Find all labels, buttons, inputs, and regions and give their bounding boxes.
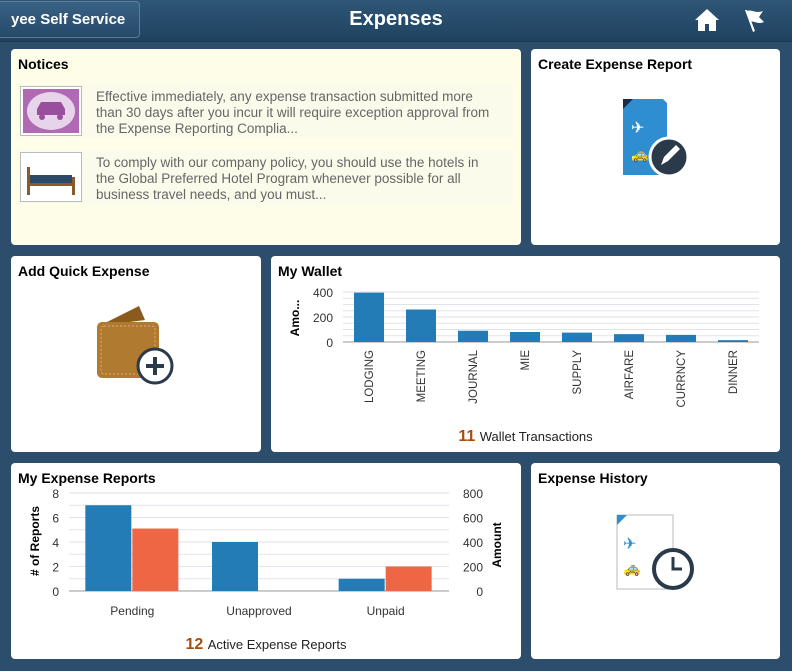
bar-reports <box>338 578 385 591</box>
x-tick-label: Pending <box>110 604 154 618</box>
bar-amount <box>132 528 179 591</box>
wallet-count-label: Wallet Transactions <box>479 429 593 444</box>
home-icon[interactable] <box>694 8 720 32</box>
x-tick-label: DINNER <box>728 350 740 394</box>
tile-title: My Expense Reports <box>18 470 156 486</box>
y-tick-label: 2 <box>52 561 59 575</box>
x-tick-label: Unapproved <box>226 604 291 618</box>
y2-axis-label: Amount <box>490 522 504 567</box>
y2-tick-label: 400 <box>463 536 483 550</box>
y-tick-label: 0 <box>52 585 59 599</box>
car-icon <box>20 86 82 136</box>
flag-icon[interactable] <box>742 8 768 32</box>
tile-title: Create Expense Report <box>538 56 693 72</box>
page-title: Expenses <box>349 8 443 30</box>
y-tick-label: 200 <box>313 311 333 325</box>
wallet-count: 11 <box>458 428 476 445</box>
header-bar: yee Self Service Expenses <box>0 0 792 42</box>
my-wallet-tile[interactable]: My Wallet 400 200 0 Amo... LODGING MEETING JOU… <box>271 256 780 452</box>
wallet-add-icon <box>97 306 174 385</box>
bar <box>458 330 488 342</box>
tile-title: Add Quick Expense <box>18 263 150 279</box>
x-tick-label: LODGING <box>364 350 376 403</box>
x-tick-label: MIE <box>520 350 532 371</box>
svg-text:✈: ✈ <box>623 536 636 553</box>
bar <box>718 340 748 342</box>
bar-reports <box>85 505 132 591</box>
y-tick-label: 4 <box>52 536 59 550</box>
y-tick-label: 0 <box>326 336 333 350</box>
wallet-summary[interactable]: 11 Wallet Transactions <box>271 428 780 446</box>
x-tick-label: Unpaid <box>367 604 405 618</box>
notice-item[interactable]: To comply with our company policy, you s… <box>19 150 513 204</box>
notices-tile: Notices Effective immediately, any expen… <box>11 49 521 245</box>
svg-text:🚕: 🚕 <box>623 560 640 577</box>
notice-item[interactable]: Effective immediately, any expense trans… <box>19 84 513 138</box>
x-tick-label: JOURNAL <box>468 349 480 403</box>
y2-tick-label: 600 <box>463 512 483 526</box>
bar <box>614 334 644 342</box>
svg-text:🚕: 🚕 <box>631 146 648 163</box>
svg-text:✈: ✈ <box>631 120 644 137</box>
x-tick-label: AIRFARE <box>624 350 636 400</box>
x-tick-label: CURRNCY <box>676 350 688 408</box>
tile-title: Notices <box>18 56 69 72</box>
y2-tick-label: 0 <box>476 585 483 599</box>
notice-text: Effective immediately, any expense trans… <box>96 89 490 136</box>
create-expense-report-tile[interactable]: Create Expense Report ✈ 🚕 <box>531 49 780 245</box>
bar <box>666 334 696 342</box>
reports-summary[interactable]: 12 Active Expense Reports <box>11 636 521 654</box>
bar <box>510 332 540 342</box>
bar-amount <box>385 566 432 591</box>
notice-text: To comply with our company policy, you s… <box>96 155 479 202</box>
back-button[interactable]: yee Self Service <box>0 1 141 38</box>
expense-report-pencil-icon: ✈🚕 <box>623 99 690 178</box>
wallet-chart: 400 200 0 Amo... LODGING MEETING JOURNAL MIE SUP… <box>288 286 759 408</box>
y2-tick-label: 800 <box>463 487 483 501</box>
reports-count-label: Active Expense Reports <box>207 637 347 652</box>
reports-count: 12 <box>185 636 204 653</box>
bar <box>562 332 592 342</box>
bed-icon <box>20 152 82 202</box>
y-tick-label: 6 <box>52 512 59 526</box>
x-tick-label: MEETING <box>416 350 428 402</box>
bar <box>354 292 384 342</box>
y-tick-label: 400 <box>313 286 333 300</box>
bar-reports <box>212 542 258 591</box>
reports-chart: 8 800 6 600 4 400 2 200 0 0 # of Reports Amount Pend… <box>28 487 504 618</box>
bar <box>406 309 436 342</box>
expense-history-tile[interactable]: Expense History ✈ 🚕 <box>531 463 780 659</box>
add-quick-expense-tile[interactable]: Add Quick Expense <box>11 256 261 452</box>
tile-title: Expense History <box>538 470 648 486</box>
tile-title: My Wallet <box>278 263 343 279</box>
y-axis-label: Amo... <box>288 300 302 337</box>
y-axis-label: # of Reports <box>28 506 42 576</box>
x-tick-label: SUPPLY <box>572 350 584 395</box>
y2-tick-label: 200 <box>463 561 483 575</box>
y-tick-label: 8 <box>52 487 59 501</box>
expense-history-clock-icon: ✈🚕 <box>616 514 694 590</box>
my-expense-reports-tile[interactable]: My Expense Reports 8 800 6 600 4 400 2 200 0 0 # o… <box>11 463 521 659</box>
